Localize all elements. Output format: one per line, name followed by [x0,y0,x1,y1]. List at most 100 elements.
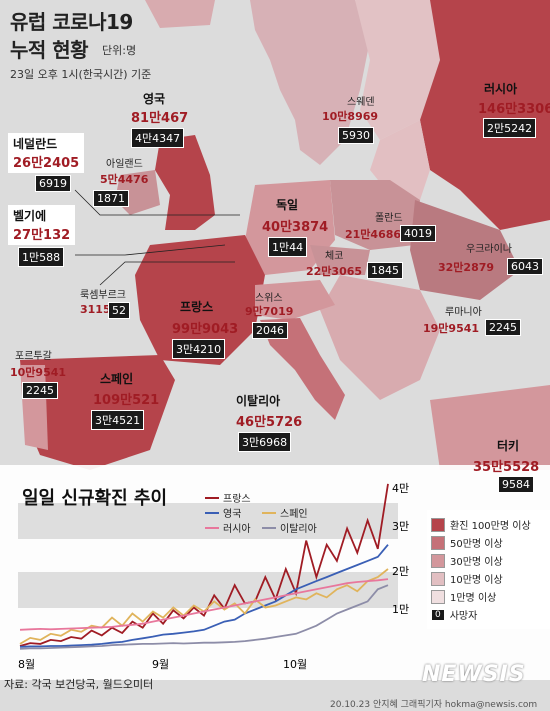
legend-label: 프랑스 [223,494,251,505]
legend-spain: 스페인 [262,505,308,520]
belgium-name: 벨기에 [13,209,47,223]
x-tick-sep: 9월 [152,658,170,671]
y-tick-1: 1만 [392,603,410,616]
italy-deaths: 3만6968 [238,432,292,452]
shade-row-1: 환진 100만명 이상 [431,517,549,532]
y-tick-4: 4만 [392,482,410,495]
shade-legend: 환진 100만명 이상 50만명 이상 30만명 이상 10만명 이상 1만명 … [427,510,550,629]
netherlands-name: 네덜란드 [13,137,58,151]
romania-name: 루마니아 [445,307,482,318]
netherlands-box: 네덜란드 26만2405 [8,133,85,173]
iceland-region [145,0,215,28]
y-tick-3: 3만 [392,520,410,533]
germany-cases: 40만3874 [262,220,329,235]
shade-label: 환진 100만명 이상 [450,521,531,532]
czech-deaths: 1845 [367,262,403,279]
ireland-name: 아일랜드 [106,159,143,170]
legend-label: 이탈리아 [280,524,317,535]
legend-swatch [205,496,219,499]
ukraine-region [410,200,520,300]
russia-region [420,0,550,230]
czech-name: 체코 [325,251,344,262]
finland-region [355,0,440,140]
luxembourg-name: 룩셈부르크 [80,290,126,301]
death-marker: 0 [431,608,445,621]
legend-label: 러시아 [223,524,251,535]
poland-name: 폴란드 [375,213,403,224]
russia-deaths: 2만5242 [483,118,537,138]
spain-name: 스페인 [100,372,134,386]
ukraine-name: 우크라이나 [466,244,512,255]
shade-row-2: 50만명 이상 [431,535,549,550]
legend-swatch [262,511,276,514]
turkey-name: 터키 [497,439,520,453]
chart-title: 일일 신규확진 추이 [22,488,168,509]
shade-swatch [431,589,445,604]
czech-region [310,245,370,275]
france-deaths: 3만4210 [172,339,226,359]
romania-deaths: 2245 [485,319,521,336]
ireland-cases: 5만4476 [100,173,149,186]
unit-label: 단위:명 [102,44,137,57]
leader-luxembourg [99,261,235,286]
ireland-deaths: 1871 [93,190,129,207]
shade-row-5: 1만명 이상 [431,589,549,604]
scandinavia-region [250,0,370,165]
shade-swatch [431,517,445,532]
belgium-cases: 27만132 [13,228,71,243]
great-britain-region [155,135,215,230]
poland-cases: 21만4686 [345,228,402,241]
luxembourg-cases: 3115 [80,303,111,316]
turkey-region [430,385,550,470]
series-line-0 [19,483,389,647]
italy-region [260,318,345,420]
uk-name: 영국 [143,92,166,106]
shade-label: 30만명 이상 [450,557,503,568]
legend-swatch [262,526,276,529]
credit-text: 20.10.23 안지혜 그래픽기자 hokma@newsis.com [330,700,538,710]
series-line-4 [19,584,389,650]
x-tick-oct: 10월 [283,658,308,671]
germany-deaths: 1만44 [268,237,308,257]
newsis-logo: NEWSIS [422,662,526,687]
italy-name: 이탈리아 [236,394,281,408]
france-name: 프랑스 [180,300,214,314]
death-label: 사망자 [449,611,478,622]
luxembourg-deaths: 52 [108,302,130,319]
ukraine-deaths: 6043 [507,258,543,275]
belgium-deaths: 1만588 [18,247,65,267]
sweden-cases: 10만8969 [322,110,379,123]
shade-row-3: 30만명 이상 [431,553,549,568]
series-line-3 [19,578,389,631]
legend-swatch [205,511,219,514]
legend-label: 영국 [223,509,242,520]
italy-cases: 46만5726 [236,415,303,430]
shade-swatch [431,571,445,586]
shade-swatch [431,553,445,568]
czech-cases: 22만3065 [306,265,363,278]
poland-region [330,180,420,250]
balkans-region [320,275,440,400]
switzerland-deaths: 2046 [252,322,288,339]
sweden-name: 스웨덴 [347,97,375,108]
shade-row-death: 0 사망자 [431,607,549,622]
uk-cases: 81만467 [131,111,189,126]
turkey-cases: 35만5528 [473,460,540,475]
belgium-box: 벨기에 27만132 [8,205,76,245]
shade-label: 1만명 이상 [450,593,497,604]
legend-uk: 영국 [205,505,241,520]
series-line-1 [19,544,389,648]
source-text: 자료: 각국 보건당국, 월드오미터 [4,678,154,691]
title-line2: 누적 현황 [10,38,89,62]
germany-name: 독일 [276,198,299,212]
x-tick-aug: 8월 [18,658,36,671]
chart-band-mid [18,572,398,608]
spain-deaths: 3만4521 [91,410,145,430]
netherlands-deaths: 6919 [35,175,71,192]
poland-deaths: 4019 [400,225,436,242]
legend-swatch [205,526,219,529]
russia-name: 러시아 [484,82,518,96]
shade-label: 50만명 이상 [450,539,503,550]
shade-swatch [431,535,445,550]
